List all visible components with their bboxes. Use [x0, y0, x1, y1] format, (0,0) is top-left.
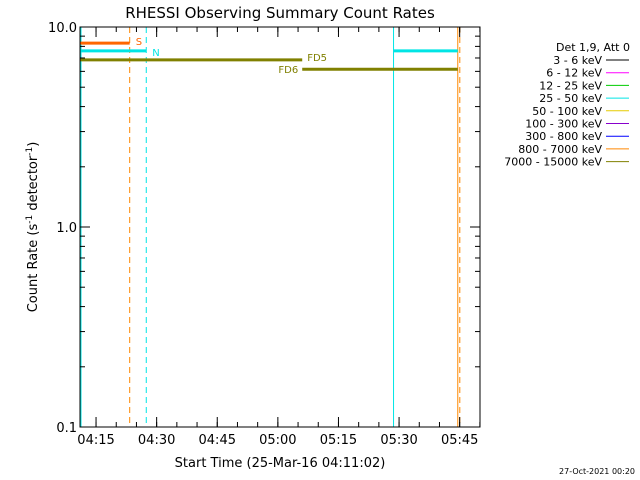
- x-tick-label-6: 05:45: [441, 433, 478, 448]
- x-tick-label-4: 05:15: [320, 433, 357, 448]
- y-tick-label-0: 0.1: [56, 421, 77, 436]
- x-axis-label: Start Time (25-Mar-16 04:11:02): [175, 456, 386, 471]
- x-axis-ticks: 04:15 04:30 04:45 05:00 05:15 05:30 05:45: [77, 27, 481, 448]
- legend-label-8: 7000 - 15000 keV: [504, 156, 602, 169]
- chart-title: RHESSI Observing Summary Count Rates: [125, 4, 435, 22]
- legend-label-6: 300 - 800 keV: [525, 130, 602, 143]
- x-tick-label-5: 05:30: [380, 433, 417, 448]
- plot-lines: SN FD5 FD6: [80, 27, 461, 427]
- flag-label-0: S: [136, 37, 142, 48]
- x-tick-label-2: 04:45: [199, 433, 236, 448]
- legend-label-4: 50 - 100 keV: [532, 105, 602, 118]
- y-axis-label: Count Rate (s-1 detector-1): [25, 142, 41, 313]
- legend-label-7: 800 - 7000 keV: [518, 143, 602, 156]
- legend-header: Det 1,9, Att 0: [556, 41, 630, 54]
- legend-label-5: 100 - 300 keV: [525, 118, 602, 131]
- flag-label-3: FD5: [307, 53, 327, 64]
- x-tick-label-3: 05:00: [259, 433, 296, 448]
- x-tick-label-1: 04:30: [138, 433, 175, 448]
- flag-label-4: FD6: [278, 65, 298, 76]
- footer-timestamp: 27-Oct-2021 00:20: [559, 467, 635, 476]
- y-tick-label-1: 1.0: [56, 221, 77, 236]
- legend-label-0: 3 - 6 keV: [553, 54, 602, 67]
- legend-label-2: 12 - 25 keV: [539, 79, 602, 92]
- legend-label-1: 6 - 12 keV: [546, 67, 602, 80]
- flag-label-1: N: [152, 48, 159, 59]
- legend-label-3: 25 - 50 keV: [539, 92, 602, 105]
- y-axis-ticks: 0.1 1.0 10.0: [48, 21, 480, 436]
- x-tick-label-0: 04:15: [77, 433, 114, 448]
- plot-frame: [79, 26, 481, 428]
- y-tick-label-2: 10.0: [48, 21, 77, 36]
